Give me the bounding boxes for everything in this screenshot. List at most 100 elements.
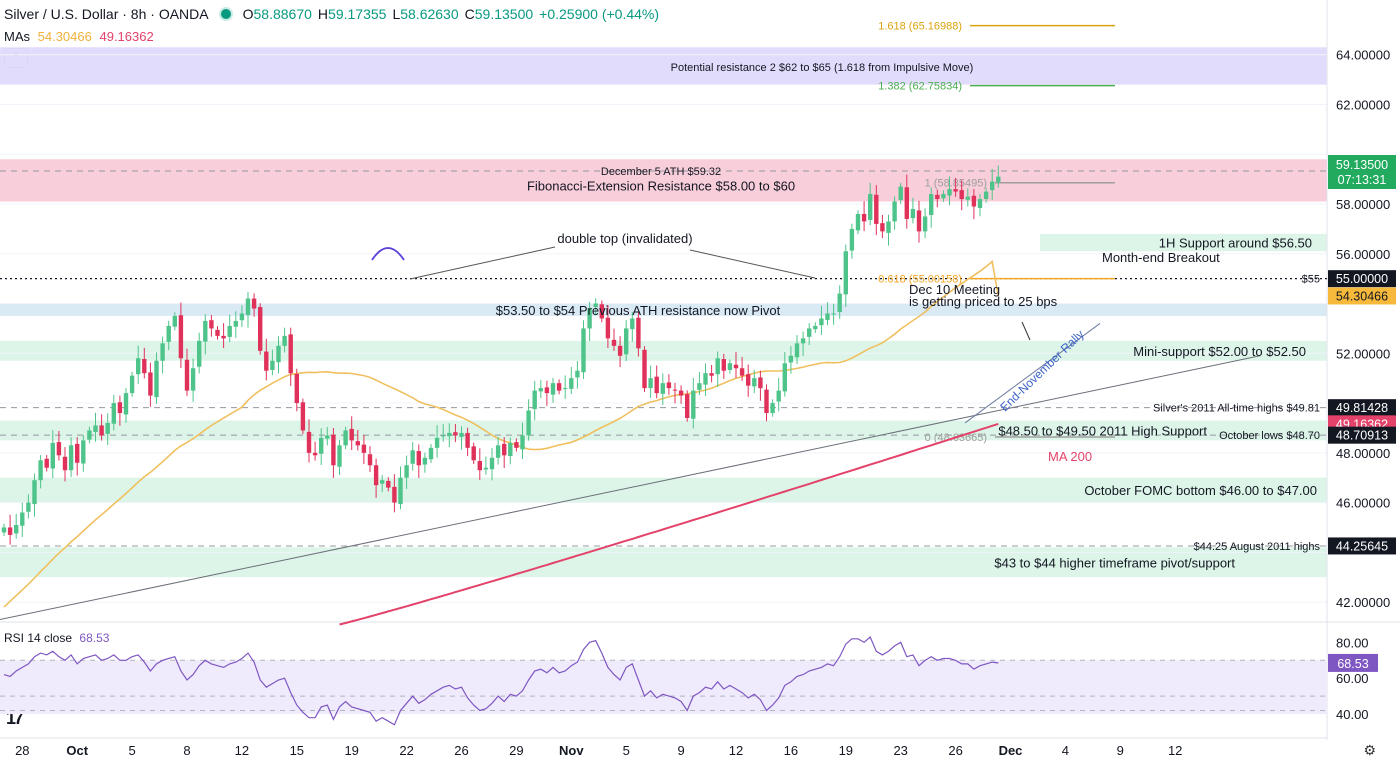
x-tick-label-1: 28: [15, 743, 29, 758]
x-tick-label-9: 26: [454, 743, 468, 758]
candle-body-75: [459, 432, 464, 437]
zone-label-1: Fibonacci-Extension Resistance $58.00 to…: [527, 178, 795, 193]
candle-body-106: [648, 378, 653, 389]
candle-body-130: [794, 343, 800, 358]
x-tick-label-8: 22: [399, 743, 413, 758]
candle-body-152: [929, 194, 934, 215]
axis-badge-last-bg: [1328, 155, 1396, 189]
axis-badge-aug2011: 44.25645: [1336, 539, 1388, 553]
candle-body-95: [581, 328, 586, 373]
candle-body-143: [874, 194, 879, 224]
y-tick-label-3: 48.00000: [1336, 446, 1390, 461]
candle-body-49: [300, 402, 306, 431]
candle-body-17: [105, 422, 110, 434]
candle-body-156: [953, 189, 958, 192]
candle-body-115: [703, 373, 708, 385]
candle-body-85: [520, 435, 525, 450]
candle-body-144: [880, 223, 885, 232]
candle-body-59: [361, 444, 367, 453]
candle-body-5: [32, 480, 37, 505]
candle-body-133: [813, 325, 818, 330]
symbol-title[interactable]: Silver / U.S. Dollar · 8h · OANDA: [4, 6, 209, 22]
candle-body-132: [807, 328, 812, 337]
rsi-legend[interactable]: RSI 14 close 68.53: [4, 631, 109, 645]
candle-body-40: [245, 298, 251, 315]
zone-3: [1040, 233, 1327, 252]
candle-body-94: [575, 370, 580, 378]
candle-body-77: [471, 446, 476, 461]
zone-label-3: 1H Support around $56.50: [1159, 236, 1312, 251]
candle-body-161: [983, 191, 989, 200]
rsi-tick-label-1: 60.00: [1336, 671, 1369, 686]
x-tick-label-10: 29: [509, 743, 523, 758]
high-value: 59.17355: [328, 6, 387, 22]
candle-body-24: [148, 372, 153, 396]
candle-body-28: [172, 315, 177, 327]
candle-body-141: [861, 213, 867, 222]
axis-badge-aug2011-bg: [1328, 537, 1396, 555]
double-top-arrow-left: [409, 246, 556, 280]
double-top-arrow-right: [689, 249, 816, 279]
candle-body-58: [355, 441, 360, 446]
zone-label-4: Mini-support $52.00 to $52.50: [1133, 344, 1306, 359]
candle-body-104: [636, 317, 641, 349]
candle-body-160: [977, 199, 983, 208]
candle-body-12: [75, 443, 80, 463]
candle-body-73: [447, 432, 452, 437]
dec10-label-2: is getting priced to 25 bps: [909, 294, 1058, 309]
zone-6: [0, 477, 1327, 503]
candle-body-66: [404, 465, 409, 478]
candle-body-149: [910, 208, 916, 219]
axis-badge-countdown: 07:13:31: [1338, 173, 1387, 187]
candle-body-56: [343, 430, 348, 446]
candle-body-153: [935, 194, 940, 200]
x-tick-label-22: 12: [1168, 743, 1182, 758]
candle-body-100: [611, 339, 617, 346]
candle-body-93: [569, 378, 574, 389]
candle-body-55: [337, 445, 342, 467]
candle-body-79: [483, 467, 489, 470]
candle-body-134: [819, 318, 824, 326]
ma-legend-label: MAs: [4, 29, 30, 44]
candle-body-21: [129, 375, 135, 394]
candle-body-136: [831, 313, 836, 315]
candle-body-18: [111, 403, 116, 424]
gear-icon[interactable]: ⚙: [1363, 742, 1376, 758]
x-tick-label-12: 5: [623, 743, 630, 758]
ma-legend[interactable]: MAs 54.30466 49.16362: [4, 29, 154, 44]
candle-body-99: [605, 317, 611, 339]
candle-body-41: [251, 298, 257, 309]
candle-body-163: [996, 176, 1001, 183]
rsi-band: [0, 660, 1327, 715]
candle-body-103: [630, 318, 635, 330]
candle-body-32: [197, 340, 202, 367]
candle-body-65: [398, 477, 403, 505]
candle-body-61: [373, 465, 379, 486]
candle-body-16: [99, 425, 104, 436]
zone-label-2: $53.50 to $54 Previous ATH resistance no…: [496, 303, 781, 318]
candle-body-64: [392, 486, 397, 503]
x-tick-label-7: 19: [344, 743, 358, 758]
candle-body-117: [715, 358, 720, 375]
axis-badge-2011: 49.81428: [1336, 401, 1388, 415]
candle-body-4: [26, 502, 31, 512]
fib-label-1: 1.382 (62.75834): [878, 81, 962, 93]
candle-body-81: [495, 445, 501, 458]
candle-body-146: [892, 201, 897, 222]
dec10-arrow: [1021, 321, 1031, 341]
candle-body-25: [154, 360, 159, 398]
candle-body-122: [746, 374, 751, 386]
ma200-chart-label: MA 200: [1048, 449, 1092, 464]
candle-body-27: [166, 325, 171, 342]
candle-body-111: [678, 390, 684, 396]
zone-label-6: October FOMC bottom $46.00 to $47.00: [1084, 483, 1317, 498]
candle-body-88: [538, 388, 543, 392]
candle-body-123: [752, 378, 757, 387]
candle-body-135: [825, 313, 830, 320]
candle-body-80: [489, 457, 495, 470]
candle-body-124: [758, 377, 763, 389]
candle-body-71: [434, 437, 440, 448]
candle-body-162: [990, 181, 995, 191]
x-tick-label-19: Dec: [999, 743, 1023, 758]
